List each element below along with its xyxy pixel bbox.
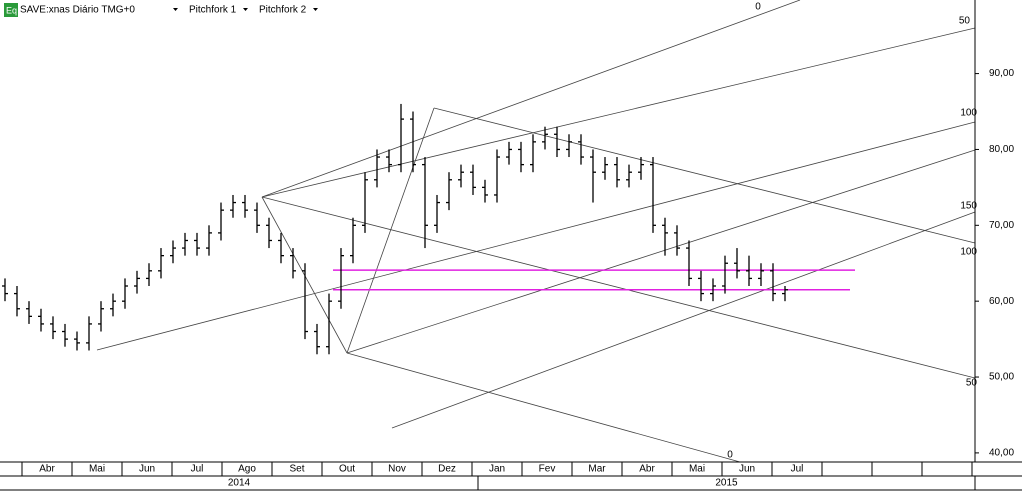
- symbol-icon[interactable]: [4, 3, 18, 17]
- x-tick-label: Out: [339, 464, 355, 475]
- x-tick-label: Jun: [739, 464, 755, 475]
- pitchfork-label: 0: [755, 2, 761, 13]
- pitchfork-label: 50: [966, 378, 978, 389]
- pitchfork-line: [261, 0, 801, 198]
- x-tick-label: Abr: [39, 464, 55, 475]
- pitchfork-line: [391, 211, 976, 429]
- y-tick-label: 50,00: [989, 372, 1014, 383]
- pitchfork-line: [261, 27, 976, 198]
- pitchfork-label: 0: [727, 450, 733, 461]
- x-tick-label: Jun: [139, 464, 155, 475]
- dropdown-arrow[interactable]: [173, 8, 178, 11]
- pitchfork-lines: [96, 0, 976, 463]
- pitchfork-label: 50: [959, 16, 971, 27]
- x-tick-label: Set: [289, 464, 304, 475]
- pitchfork-line: [346, 149, 976, 354]
- y-tick-label: 70,00: [989, 220, 1014, 231]
- pitchfork-line: [96, 121, 976, 351]
- tool-label[interactable]: Pitchfork 2: [259, 5, 307, 16]
- tool-label[interactable]: Pitchfork 1: [189, 5, 237, 16]
- pitchfork-label: 100: [960, 247, 977, 258]
- x-tick-label: Mai: [689, 464, 705, 475]
- x-tick-label: Fev: [539, 464, 556, 475]
- icon-label: Eq: [6, 5, 17, 15]
- x-tick-label: Abr: [639, 464, 655, 475]
- x-tick-label: Ago: [238, 464, 256, 475]
- x-tick-label: Jul: [791, 464, 804, 475]
- x-tick-label: Jul: [191, 464, 204, 475]
- y-tick-label: 80,00: [989, 144, 1014, 155]
- x-tick-label: Jan: [489, 464, 505, 475]
- y-tick-label: 90,00: [989, 68, 1014, 79]
- x-tick-label: Mar: [588, 464, 606, 475]
- pitchfork-line: [346, 352, 741, 463]
- pitchfork-line: [261, 196, 976, 379]
- pitchfork-line: [433, 107, 976, 244]
- y-tick-label: 60,00: [989, 296, 1014, 307]
- toolbar: Eq SAVE:xnas Diário TMG+0 Pitchfork 1 Pi…: [4, 3, 318, 17]
- x-tick-label: Mai: [89, 464, 105, 475]
- dropdown-arrow[interactable]: [313, 8, 318, 11]
- pitchfork-line: [346, 107, 435, 354]
- year-label: 2015: [715, 478, 738, 489]
- pitchfork-label: 100: [960, 108, 977, 119]
- x-tick-label: Nov: [388, 464, 406, 475]
- symbol-label[interactable]: SAVE:xnas Diário TMG+0: [20, 5, 135, 16]
- y-tick-label: 40,00: [989, 448, 1014, 459]
- x-tick-label: Dez: [438, 464, 456, 475]
- year-label: 2014: [228, 478, 251, 489]
- pitchfork-label: 150: [960, 201, 977, 212]
- dropdown-arrow[interactable]: [243, 8, 248, 11]
